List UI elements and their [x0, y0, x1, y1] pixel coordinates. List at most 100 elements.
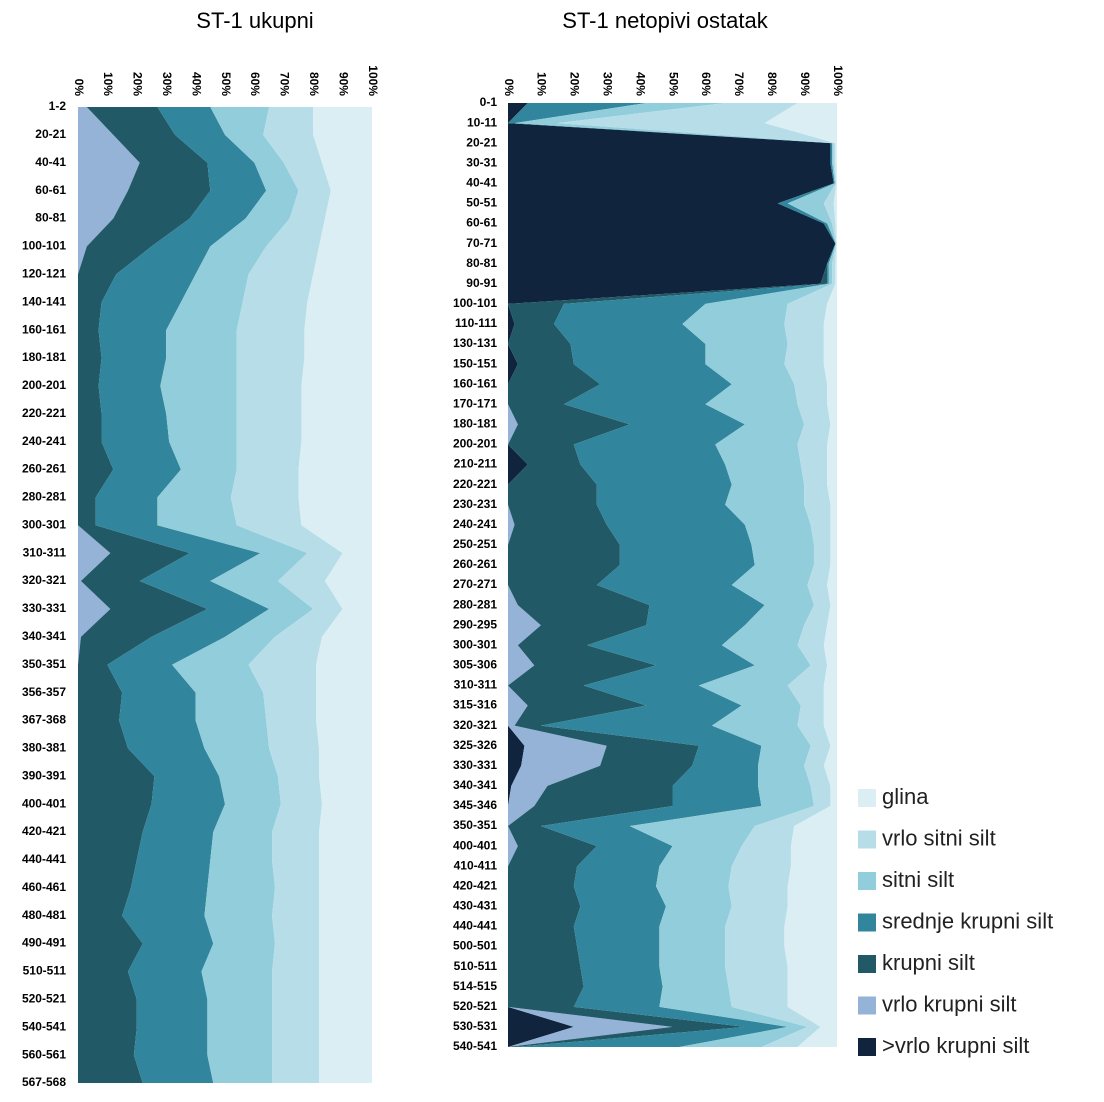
y-tick-label: 110-111	[455, 316, 497, 330]
area	[78, 107, 211, 1083]
y-tick-label: 140-141	[22, 294, 66, 308]
y-tick-label: 80-81	[35, 211, 66, 225]
y-tick-label: 340-341	[453, 778, 497, 792]
legend-label: krupni silt	[882, 950, 975, 975]
x-tick-label: 50%	[666, 72, 680, 96]
y-tick-label: 530-531	[453, 1019, 497, 1033]
x-tick-label: 60%	[699, 72, 713, 96]
y-tick-label: 20-21	[35, 127, 66, 141]
legend-swatch	[858, 789, 876, 807]
x-tick-label: 40%	[189, 72, 203, 96]
y-tick-label: 180-181	[453, 417, 497, 431]
y-tick-label: 500-501	[453, 939, 497, 953]
legend-label: >vrlo krupni silt	[882, 1033, 1029, 1058]
y-tick-label: 150-151	[453, 356, 497, 370]
y-tick-label: 440-441	[453, 919, 497, 933]
legend-swatch	[858, 1038, 876, 1056]
y-tick-label: 240-241	[22, 434, 66, 448]
area	[78, 107, 140, 1083]
y-tick-label: 50-51	[466, 196, 497, 210]
y-tick-label: 330-331	[453, 758, 497, 772]
y-tick-label: 440-441	[22, 852, 66, 866]
y-tick-label: 280-281	[22, 490, 66, 504]
x-tick-label: 10%	[101, 72, 115, 96]
y-tick-label: 320-321	[22, 573, 66, 587]
area	[230, 107, 343, 1083]
legend-label: vrlo sitni silt	[882, 825, 996, 850]
y-tick-label: 60-61	[466, 216, 497, 230]
legend: >vrlo krupni silt vrlo krupni silt krupni …	[858, 784, 1053, 1058]
x-tick-label: 30%	[160, 72, 174, 96]
x-tick-label: 90%	[798, 72, 812, 96]
y-tick-label: 200-201	[22, 378, 66, 392]
y-tick-label: 340-341	[22, 629, 66, 643]
y-tick-label: 320-321	[453, 718, 497, 732]
y-tick-label: 350-351	[22, 657, 66, 671]
y-tick-label: 20-21	[466, 135, 497, 149]
y-tick-label: 380-381	[22, 741, 66, 755]
y-tick-label: 100-101	[22, 239, 66, 253]
area	[508, 103, 836, 1047]
y-tick-label: 230-231	[453, 497, 497, 511]
y-tick-label: 40-41	[466, 176, 497, 190]
legend-label: srednje krupni silt	[882, 908, 1053, 933]
area	[157, 107, 314, 1083]
y-tick-label: 560-561	[22, 1047, 66, 1061]
y-tick-label: 400-401	[22, 796, 66, 810]
y-tick-label: 100-101	[453, 296, 497, 310]
y-tick-label: 480-481	[22, 908, 66, 922]
area	[95, 107, 270, 1083]
y-tick-label: 540-541	[22, 1019, 66, 1033]
y-tick-label: 220-221	[453, 477, 497, 491]
y-tick-label: 260-261	[453, 557, 497, 571]
y-tick-label: 270-271	[453, 577, 497, 591]
x-tick-label: 40%	[633, 72, 647, 96]
y-tick-label: 210-211	[454, 457, 498, 471]
x-tick-label: 80%	[307, 72, 321, 96]
area	[298, 107, 372, 1083]
y-tick-label: 0-1	[480, 95, 498, 109]
x-tick-label: 60%	[248, 72, 262, 96]
chart-title: ST-1 ukupni	[196, 8, 313, 33]
y-tick-label: 160-161	[453, 376, 497, 390]
area	[764, 103, 837, 1047]
legend-swatch	[858, 913, 876, 932]
x-tick-label: 30%	[601, 72, 615, 96]
x-tick-label: 90%	[336, 72, 350, 96]
y-tick-label: 310-311	[23, 545, 67, 559]
legend-swatch	[858, 955, 876, 973]
y-tick-label: 260-261	[22, 462, 66, 476]
x-tick-label: 80%	[765, 72, 779, 96]
area	[514, 103, 837, 1047]
y-tick-label: 90-91	[466, 276, 497, 290]
legend-swatch	[858, 872, 876, 890]
legend-swatch	[858, 996, 876, 1015]
y-tick-label: 514-515	[453, 979, 497, 993]
y-tick-label: 220-221	[22, 406, 66, 420]
y-tick-label: 410-411	[454, 858, 498, 872]
y-tick-label: 567-568	[22, 1075, 66, 1089]
y-tick-label: 30-31	[466, 155, 497, 169]
y-tick-label: 510-511	[23, 964, 67, 978]
y-tick-label: 80-81	[466, 256, 497, 270]
y-tick-label: 490-491	[22, 936, 66, 950]
y-tick-label: 60-61	[35, 183, 66, 197]
y-tick-label: 200-201	[453, 437, 497, 451]
area	[508, 103, 836, 1047]
y-tick-label: 325-326	[453, 738, 497, 752]
y-tick-label: 160-161	[22, 322, 66, 336]
x-tick-label: 70%	[732, 72, 746, 96]
x-tick-label: 100%	[831, 65, 845, 96]
y-tick-label: 350-351	[453, 818, 497, 832]
y-tick-label: 40-41	[35, 155, 66, 169]
y-tick-label: 390-391	[22, 768, 66, 782]
y-tick-label: 250-251	[453, 537, 497, 551]
y-tick-label: 520-521	[453, 999, 497, 1013]
legend-label: sitni silt	[882, 867, 954, 892]
y-tick-label: 400-401	[453, 838, 497, 852]
x-tick-label: 20%	[568, 72, 582, 96]
y-tick-label: 310-311	[454, 678, 498, 692]
x-tick-label: 10%	[535, 72, 549, 96]
chart-title: ST-1 netopivi ostatak	[562, 8, 768, 33]
